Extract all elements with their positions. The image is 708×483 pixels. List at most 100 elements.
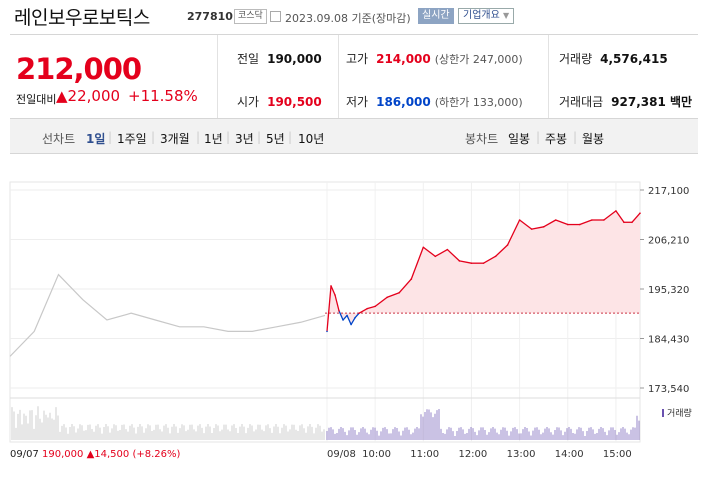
price-line-segment xyxy=(435,248,448,257)
tab-separator: | xyxy=(288,130,293,144)
price-line-segment xyxy=(519,219,533,230)
price-line-segment xyxy=(346,315,352,325)
trade-amount: 거래대금 927,381 백만 xyxy=(559,93,692,110)
amount-label: 거래대금 xyxy=(559,95,604,109)
price-point xyxy=(374,305,376,308)
x-tick-label: 15:00 xyxy=(603,449,632,460)
tab-monthly[interactable]: 월봉 xyxy=(582,132,605,146)
divider xyxy=(548,35,549,118)
price-point xyxy=(338,310,340,312)
prev-day-date: 09/07 xyxy=(10,449,39,460)
open-label: 시가 xyxy=(237,95,260,109)
price-point xyxy=(470,262,473,264)
tab-3m[interactable]: 3개월 xyxy=(160,132,190,146)
price-point xyxy=(422,246,425,249)
upper-limit: (상한가 247,000) xyxy=(434,53,523,66)
price-point xyxy=(494,255,497,258)
price-line-segment xyxy=(326,285,332,332)
change-value: ▲22,000 xyxy=(56,87,120,105)
price-point xyxy=(446,248,449,251)
tab-3y[interactable]: 3년 xyxy=(235,132,254,146)
price-point xyxy=(330,285,332,287)
company-overview-button[interactable]: 기업개요 ▼ xyxy=(458,8,515,24)
volume: 거래량 4,576,415 xyxy=(559,50,668,67)
x-tick-label: 09/08 xyxy=(327,449,356,460)
prev-day-summary: 09/07 190,000 ▲14,500 (+8.26%) xyxy=(10,449,180,460)
open-price: 시가 190,500 xyxy=(237,93,322,110)
tab-1y[interactable]: 1년 xyxy=(204,132,223,146)
x-tick-label: 10:00 xyxy=(362,449,391,460)
price-point xyxy=(354,316,356,319)
current-price: 212,000 xyxy=(16,52,142,86)
realtime-button[interactable]: 실시간 xyxy=(418,8,454,24)
tab-separator: | xyxy=(573,130,578,144)
price-line-segment xyxy=(631,212,641,223)
change-value-text: 22,000 xyxy=(67,87,121,105)
price-point xyxy=(482,262,485,264)
prev-day-pct: (+8.26%) xyxy=(132,449,181,460)
quote-date: 2023.09.08 기준(장마감) xyxy=(285,12,411,25)
y-tick-label: 195,320 xyxy=(648,285,689,296)
y-tick-label: 206,210 xyxy=(648,236,689,247)
up-triangle-icon: ▲ xyxy=(86,449,95,460)
change-percent: +11.58% xyxy=(128,87,198,105)
price-point xyxy=(554,219,557,221)
tab-10y[interactable]: 10년 xyxy=(298,132,325,146)
price-line-segment xyxy=(398,278,412,294)
tab-separator: | xyxy=(196,130,201,144)
price-point xyxy=(623,221,625,224)
price-line-segment xyxy=(354,312,360,319)
price-line-segment xyxy=(334,294,340,312)
low-label: 저가 xyxy=(346,95,369,109)
high-value: 214,000 xyxy=(376,52,431,66)
stock-name: 레인보우로보틱스 xyxy=(14,7,150,29)
calendar-icon xyxy=(270,11,281,22)
price-line-segment xyxy=(459,260,472,264)
price-point xyxy=(631,221,633,224)
y-tick-label: 217,100 xyxy=(648,186,689,197)
y-tick-label: 184,430 xyxy=(648,335,689,346)
tab-1d[interactable]: 1일 xyxy=(86,132,106,146)
volume-legend-swatch xyxy=(662,409,664,417)
price-point xyxy=(530,228,533,230)
price-point xyxy=(358,312,360,314)
stock-code: 277810 xyxy=(187,10,233,23)
price-point xyxy=(346,314,348,317)
candle-chart-label: 봉차트 xyxy=(465,132,499,146)
tab-weekly[interactable]: 주봉 xyxy=(545,132,568,146)
price-point xyxy=(398,291,401,294)
prev-close: 전일 190,000 xyxy=(237,50,322,67)
price-line-segment xyxy=(483,255,496,264)
price-point xyxy=(518,219,521,221)
tab-1w[interactable]: 1주일 xyxy=(117,132,147,146)
change-label: 전일대비 xyxy=(16,93,57,106)
volume-label: 거래량 xyxy=(559,52,593,66)
low-value: 186,000 xyxy=(376,95,431,109)
price-point xyxy=(579,223,581,226)
price-line-segment xyxy=(422,246,436,257)
price-point xyxy=(410,278,413,280)
chevron-down-icon: ▼ xyxy=(503,11,510,20)
price-line-segment xyxy=(330,285,336,296)
price-point xyxy=(458,260,461,262)
prev-day-line xyxy=(9,273,326,357)
prev-day-change: 14,500 xyxy=(94,449,130,460)
up-triangle-icon: ▲ xyxy=(56,87,68,105)
price-point xyxy=(603,219,605,221)
price-line-segment xyxy=(543,219,557,228)
chart-period-tabs: 선차트 1일 | 1주일 | 3개월 | 1년 | 3년 | 5년 | 10년 … xyxy=(10,119,698,154)
price-line-segment xyxy=(374,296,388,307)
tab-separator: | xyxy=(536,130,541,144)
high-price: 고가 214,000 (상한가 247,000) xyxy=(346,50,523,67)
tab-daily[interactable]: 일봉 xyxy=(508,132,531,146)
company-overview-label: 기업개요 xyxy=(463,10,500,21)
tab-5y[interactable]: 5년 xyxy=(266,132,285,146)
x-tick-label: 12:00 xyxy=(458,449,487,460)
price-line-segment xyxy=(579,219,593,226)
price-point xyxy=(639,212,641,214)
stock-header: 레인보우로보틱스 277810 코스닥 2023.09.08 기준(장마감) 실… xyxy=(0,0,708,34)
low-price: 저가 186,000 (하한가 133,000) xyxy=(346,93,523,110)
price-point xyxy=(506,244,509,246)
volume-value: 4,576,415 xyxy=(600,52,668,66)
price-line-segment xyxy=(506,219,521,246)
